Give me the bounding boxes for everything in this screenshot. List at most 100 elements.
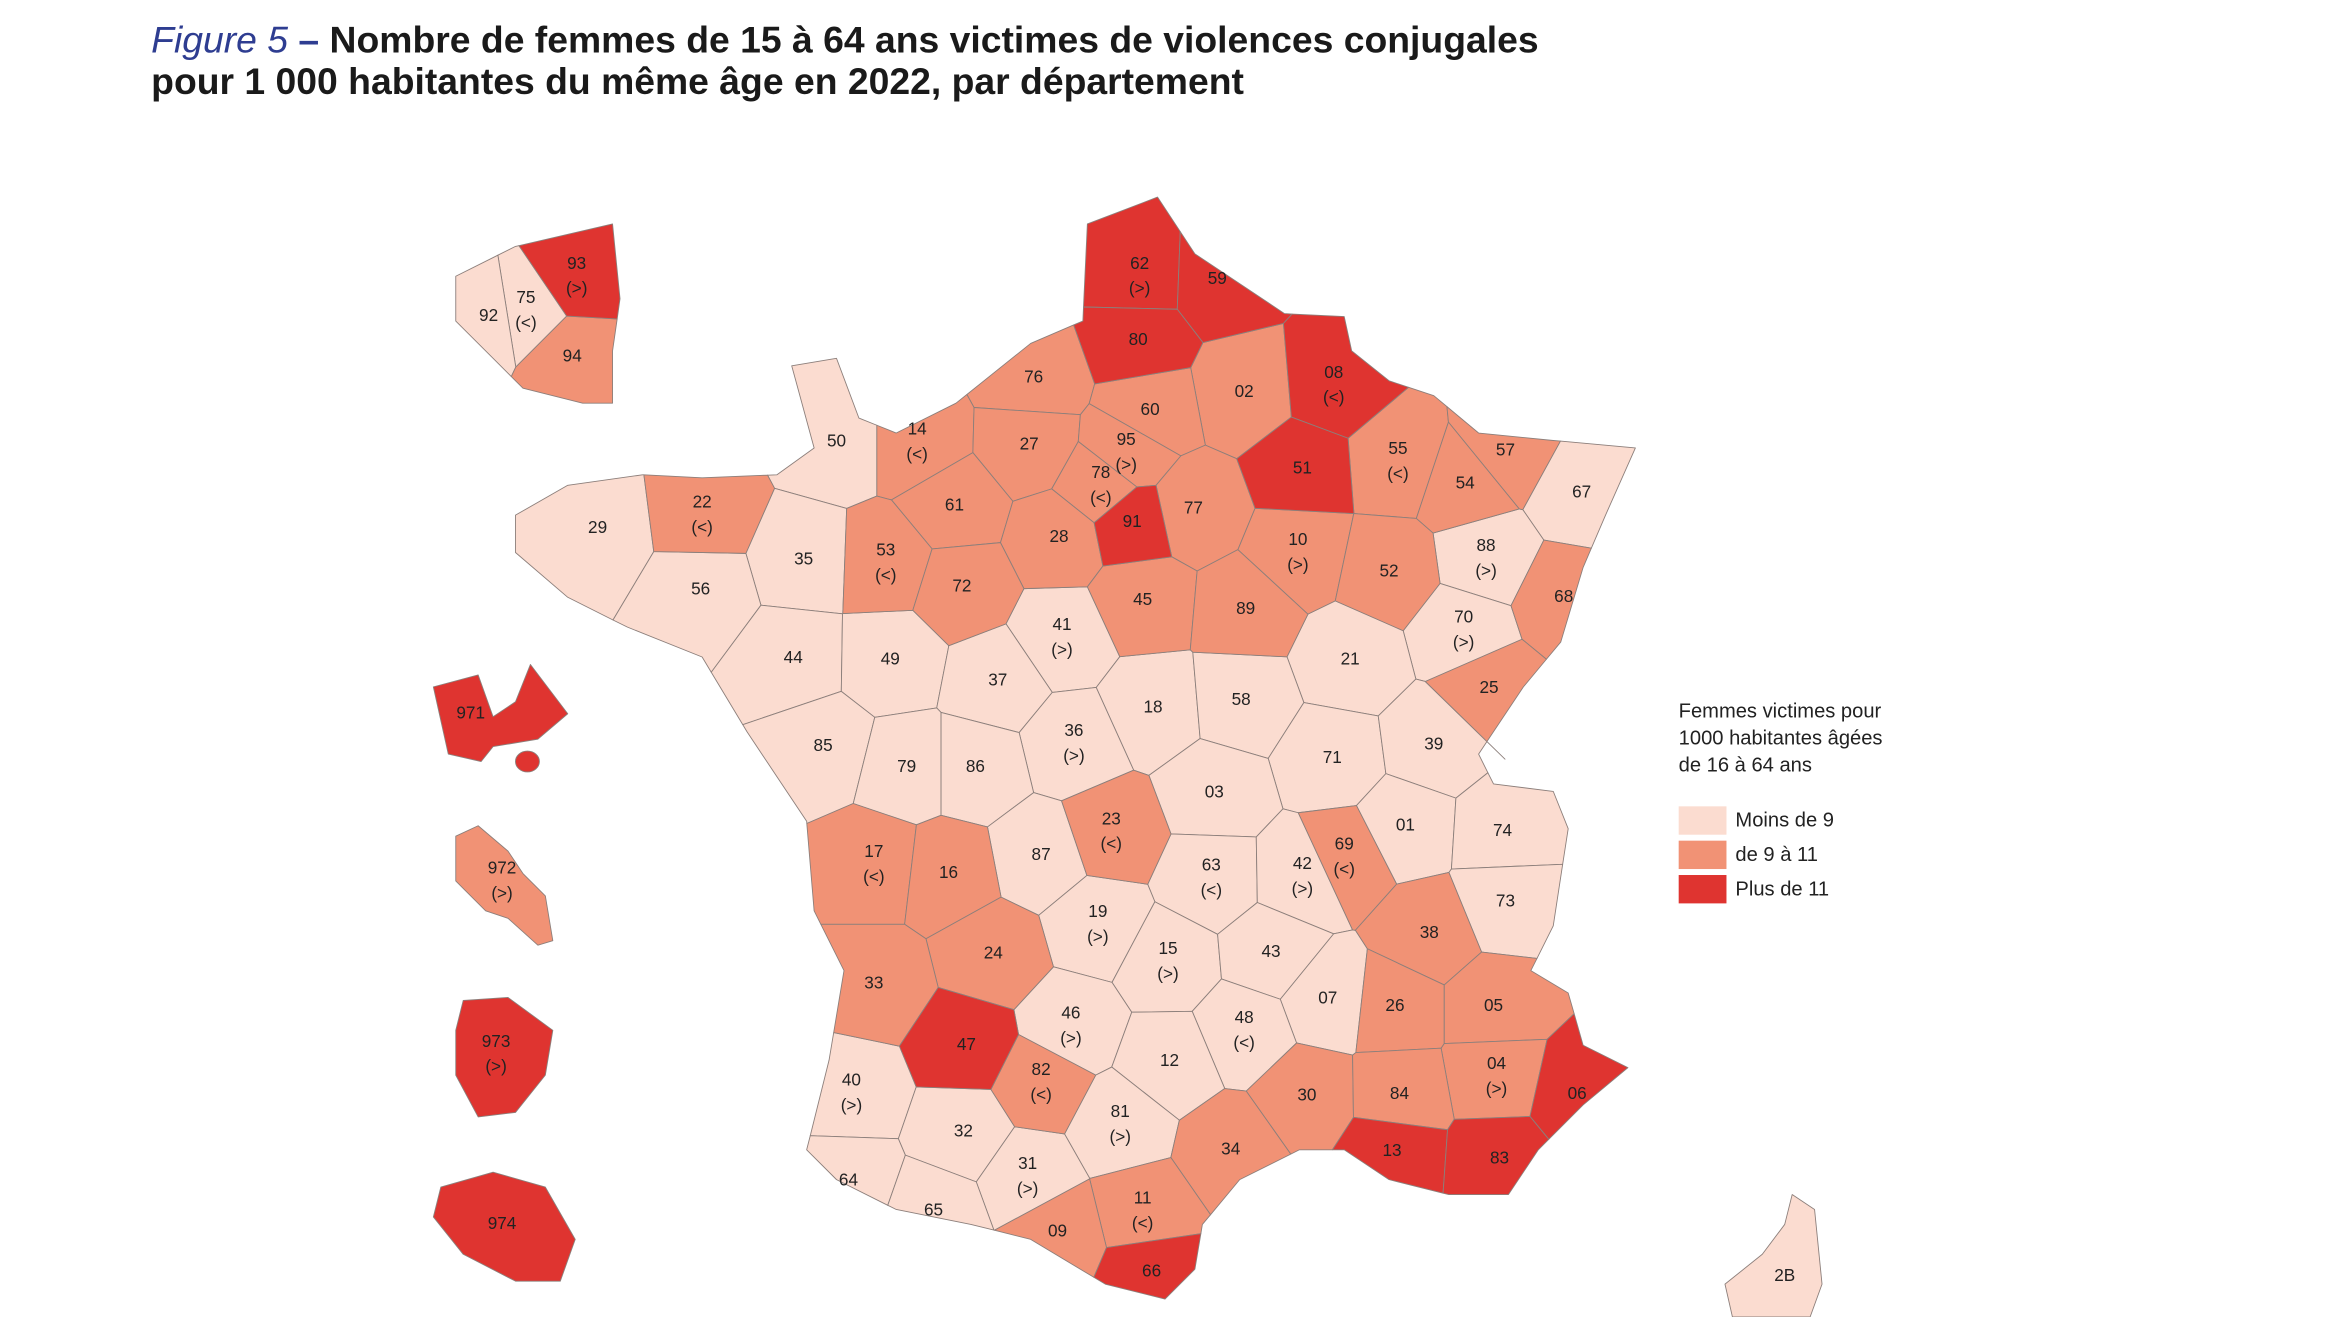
department-code: 63 bbox=[1202, 855, 1221, 875]
department-code: 76 bbox=[1024, 366, 1043, 386]
department-code: 13 bbox=[1382, 1140, 1401, 1160]
department-code: 87 bbox=[1032, 844, 1051, 864]
department-code: 68 bbox=[1554, 586, 1573, 606]
department-code: 54 bbox=[1456, 472, 1476, 492]
department-code: 64 bbox=[839, 1170, 859, 1190]
department-code: 56 bbox=[691, 578, 710, 598]
department-code: 81 bbox=[1111, 1101, 1130, 1121]
department-note: (<) bbox=[1201, 880, 1222, 900]
department-code: 92 bbox=[479, 305, 498, 325]
department-note: (<) bbox=[1090, 487, 1111, 507]
department-code: 75 bbox=[516, 287, 535, 307]
department-code: 67 bbox=[1572, 481, 1591, 501]
legend-label: Moins de 9 bbox=[1735, 810, 1834, 832]
department-note: (<) bbox=[515, 313, 536, 333]
department-code: 44 bbox=[784, 647, 804, 667]
department-note: (<) bbox=[875, 565, 896, 585]
department-note: (<) bbox=[863, 867, 884, 887]
department-code: 86 bbox=[966, 756, 985, 776]
department bbox=[1282, 313, 1410, 439]
department-note: (>) bbox=[1051, 640, 1072, 660]
department-note: (<) bbox=[1387, 463, 1408, 483]
department bbox=[1061, 769, 1172, 885]
department-note: (<) bbox=[1030, 1085, 1051, 1105]
department-code: 43 bbox=[1261, 941, 1280, 961]
department-code: 26 bbox=[1385, 995, 1404, 1015]
department-code: 85 bbox=[814, 735, 833, 755]
department-code: 05 bbox=[1484, 995, 1503, 1015]
department-code: 35 bbox=[794, 548, 813, 568]
department-code: 79 bbox=[897, 756, 916, 776]
legend-title: 1000 habitantes âgées bbox=[1679, 727, 1883, 749]
department-code: 16 bbox=[939, 862, 958, 882]
department-code: 11 bbox=[1134, 1188, 1152, 1208]
department-note: (>) bbox=[1157, 964, 1178, 984]
department-code: 40 bbox=[842, 1070, 861, 1090]
department-code: 06 bbox=[1568, 1083, 1587, 1103]
department-code: 42 bbox=[1293, 853, 1312, 873]
department bbox=[432, 1171, 576, 1282]
figure-dash: – bbox=[298, 18, 319, 60]
department-code: 974 bbox=[488, 1213, 517, 1233]
department-code: 93 bbox=[567, 253, 586, 273]
department-code: 09 bbox=[1048, 1220, 1067, 1240]
department bbox=[1093, 484, 1173, 567]
department-code: 23 bbox=[1102, 808, 1121, 828]
department-code: 03 bbox=[1205, 781, 1224, 801]
department-code: 07 bbox=[1318, 987, 1337, 1007]
department-note: (>) bbox=[566, 278, 587, 298]
department-code: 69 bbox=[1335, 834, 1354, 854]
department-code: 971 bbox=[456, 702, 485, 722]
department-note: (<) bbox=[906, 444, 927, 464]
departments bbox=[432, 196, 1823, 1317]
department-code: 08 bbox=[1324, 362, 1343, 382]
department bbox=[432, 664, 569, 773]
department-code: 55 bbox=[1388, 438, 1407, 458]
legend-swatch bbox=[1678, 806, 1727, 835]
department-code: 04 bbox=[1487, 1053, 1507, 1073]
department-code: 38 bbox=[1420, 922, 1439, 942]
department-code: 972 bbox=[488, 858, 517, 878]
department-code: 72 bbox=[952, 575, 971, 595]
department bbox=[767, 357, 878, 509]
department-code: 47 bbox=[957, 1034, 976, 1054]
department-note: (>) bbox=[1453, 632, 1474, 652]
department-code: 48 bbox=[1235, 1007, 1254, 1027]
department bbox=[455, 997, 554, 1118]
department-code: 59 bbox=[1208, 268, 1227, 288]
title-text: Nombre de femmes de 15 à 64 ans victimes… bbox=[330, 18, 1539, 60]
department-code: 01 bbox=[1396, 814, 1415, 834]
department bbox=[510, 315, 618, 404]
department-code: 39 bbox=[1424, 734, 1443, 754]
department bbox=[1093, 1233, 1202, 1300]
department-note: (>) bbox=[1475, 560, 1496, 580]
department-code: 62 bbox=[1130, 253, 1149, 273]
department bbox=[887, 1154, 995, 1231]
department-code: 65 bbox=[924, 1200, 943, 1220]
department-note: (>) bbox=[1017, 1179, 1038, 1199]
department bbox=[643, 474, 776, 554]
department-code: 45 bbox=[1133, 589, 1152, 609]
department-code: 41 bbox=[1052, 614, 1071, 634]
department-code: 70 bbox=[1454, 607, 1473, 627]
department-note: (>) bbox=[1110, 1126, 1131, 1146]
department bbox=[518, 223, 621, 320]
department-code: 53 bbox=[876, 540, 895, 560]
department-code: 50 bbox=[827, 431, 846, 451]
department-code: 33 bbox=[864, 973, 883, 993]
department bbox=[1450, 772, 1569, 870]
department-note: (<) bbox=[1333, 859, 1354, 879]
department-code: 71 bbox=[1323, 747, 1342, 767]
department-note: (>) bbox=[1486, 1079, 1507, 1099]
department-code: 51 bbox=[1293, 457, 1312, 477]
department-code: 14 bbox=[908, 419, 928, 439]
department-code: 30 bbox=[1297, 1085, 1316, 1105]
title-line-1: Figure 5 – Nombre de femmes de 15 à 64 a… bbox=[151, 18, 1538, 60]
department-note: (<) bbox=[1233, 1032, 1254, 1052]
department-code: 24 bbox=[984, 943, 1004, 963]
title-line-2: pour 1 000 habitantes du même âge en 202… bbox=[151, 60, 1244, 102]
department bbox=[1176, 231, 1293, 343]
department-code: 29 bbox=[588, 517, 607, 537]
department-note: (>) bbox=[491, 883, 512, 903]
